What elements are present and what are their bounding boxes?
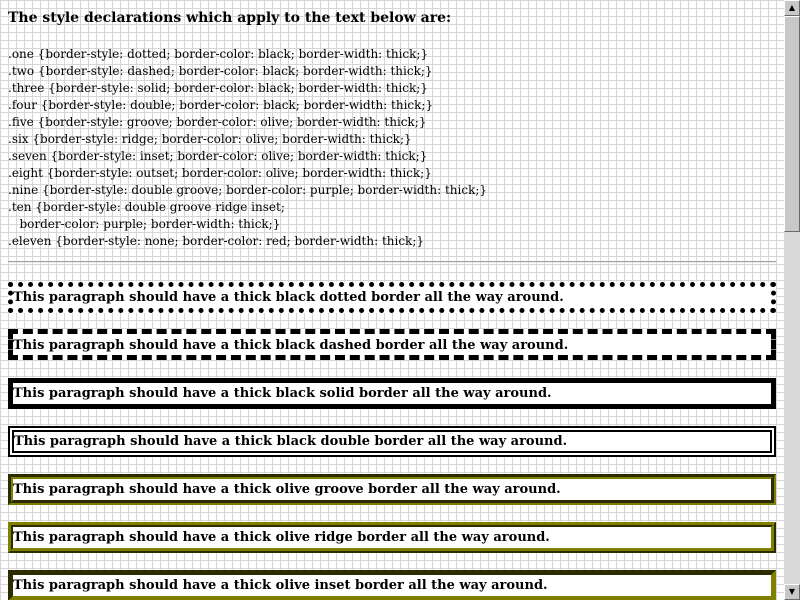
paragraph-text: This paragraph should have a thick olive… [13,530,550,545]
paragraph-solid-border: This paragraph should have a thick black… [8,378,776,409]
paragraph-text: This paragraph should have a thick black… [13,290,564,305]
paragraph-ridge-border: This paragraph should have a thick olive… [8,522,776,553]
style-rule: .eleven {border-style: none; border-colo… [8,234,424,248]
style-rule: .five {border-style: groove; border-colo… [8,115,427,129]
style-rule: .eight {border-style: outset; border-col… [8,166,432,180]
scrollbar-thumb[interactable] [784,16,800,232]
paragraph-text: This paragraph should have a thick black… [13,386,552,401]
paragraph-text: This paragraph should have a thick olive… [13,482,561,497]
style-rule: .ten {border-style: double groove ridge … [8,200,285,214]
paragraph-text: This paragraph should have a thick black… [14,434,568,449]
scroll-up-button[interactable]: ▲ [784,0,800,16]
style-rule: .three {border-style: solid; border-colo… [8,81,428,95]
style-rule: .four {border-style: double; border-colo… [8,98,434,112]
vertical-scrollbar[interactable]: ▲ ▼ [784,0,800,600]
paragraph-dashed-border: This paragraph should have a thick black… [8,329,776,360]
paragraph-double-border: This paragraph should have a thick black… [8,426,776,457]
paragraph-text: This paragraph should have a thick olive… [13,578,548,593]
style-declarations-heading: The style declarations which apply to th… [8,10,452,26]
style-declarations-list: .one {border-style: dotted; border-color… [8,46,487,250]
style-rule: .two {border-style: dashed; border-color… [8,64,433,78]
paragraph-text: This paragraph should have a thick black… [13,338,569,353]
style-rule: border-color: purple; border-width: thic… [8,217,281,231]
paragraph-dotted-border: This paragraph should have a thick black… [8,282,776,313]
scroll-down-button[interactable]: ▼ [784,584,800,600]
style-rule: .seven {border-style: inset; border-colo… [8,149,428,163]
style-rule: .nine {border-style: double groove; bord… [8,183,488,197]
paragraph-inset-border: This paragraph should have a thick olive… [8,570,776,600]
arrow-up-icon: ▲ [788,3,796,12]
paragraph-groove-border: This paragraph should have a thick olive… [8,474,776,505]
style-rule: .six {border-style: ridge; border-color:… [8,132,412,146]
arrow-down-icon: ▼ [788,587,796,596]
horizontal-rule [8,261,776,263]
style-rule: .one {border-style: dotted; border-color… [8,47,429,61]
